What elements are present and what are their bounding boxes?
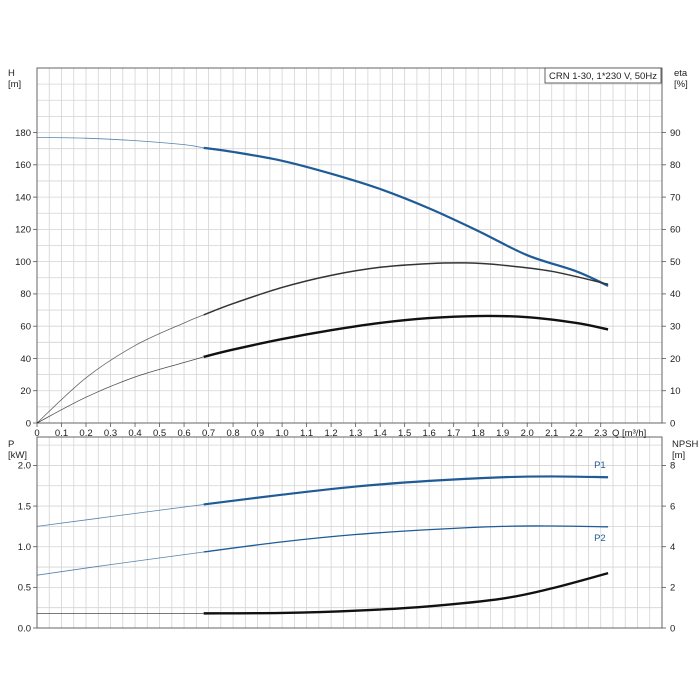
x-axis-tick-label: 0.9 (251, 428, 264, 439)
x-axis-tick-label: 2.0 (521, 428, 534, 439)
series-0-extrapolated-line (36, 504, 204, 527)
x-axis-tick-label: 1.7 (447, 428, 460, 439)
left-axis-title: H (8, 68, 15, 79)
x-axis-tick-label: 1.8 (472, 428, 485, 439)
right-axis-tick-label: 80 (670, 160, 681, 171)
series-2-extrapolated-line (36, 356, 204, 424)
right-axis-tick-label: 50 (670, 257, 681, 268)
right-axis-tick-label: 70 (670, 192, 681, 203)
series-2-line (203, 314, 609, 359)
series-label-p1: P1 (594, 460, 606, 471)
left-axis-tick-label: 1.0 (18, 542, 31, 553)
right-axis-tick-label: 60 (670, 225, 681, 236)
left-axis-tick-label: 0.0 (18, 623, 31, 634)
x-axis-tick-label: 2.1 (545, 428, 558, 439)
series-0-line (203, 146, 609, 287)
left-axis-tick-label: 0 (26, 418, 31, 429)
x-axis-tick-label: 0.4 (128, 428, 141, 439)
x-axis-title: Q [m³/h] (612, 428, 646, 439)
series-0-line (203, 475, 609, 506)
series-0-extrapolated-line (36, 136, 204, 149)
x-axis-tick-label: 0.7 (202, 428, 215, 439)
x-axis-tick-label: 1.4 (374, 428, 387, 439)
left-axis-tick-label: 140 (15, 192, 31, 203)
series-1-extrapolated-line (36, 314, 204, 424)
x-axis-tick-label: 1.2 (325, 428, 338, 439)
right-axis-tick-label: 8 (670, 461, 675, 472)
legend-box-text: CRN 1-30, 1*230 V, 50Hz (549, 71, 657, 82)
right-axis-tick-label: 2 (670, 583, 675, 594)
left-axis-tick-label: 120 (15, 225, 31, 236)
series-label-p2: P2 (594, 533, 606, 544)
right-axis-tick-label: 0 (670, 418, 675, 429)
x-axis-tick-label: 0.3 (104, 428, 117, 439)
x-axis-tick-label: 2.2 (570, 428, 583, 439)
head-efficiency-panel: 0 20 40 60 80 100 120 140 160 180 0 10 20 30 40 50 60 70 8… (8, 67, 688, 439)
right-axis-tick-label: 30 (670, 321, 681, 332)
right-axis-tick-label: 10 (670, 386, 681, 397)
x-axis-tick-label: 0.1 (55, 428, 68, 439)
right-axis-tick-label: 20 (670, 354, 681, 365)
right-axis-tick-label: 6 (670, 501, 675, 512)
x-axis-tick-label: 0.2 (79, 428, 92, 439)
left-axis-title: [m] (8, 79, 21, 90)
x-axis-tick-label: 1.0 (275, 428, 288, 439)
right-axis-title: NPSH (672, 439, 699, 450)
left-axis-tick-label: 20 (20, 386, 31, 397)
x-axis-tick-label: 1.5 (398, 428, 411, 439)
series-1-line (203, 525, 609, 553)
left-axis-tick-label: 40 (20, 354, 31, 365)
right-axis-tick-label: 90 (670, 128, 681, 139)
right-axis-title: eta (674, 68, 688, 79)
right-axis-tick-label: 4 (670, 542, 675, 553)
plot-frame (36, 436, 663, 629)
left-axis-title: P (8, 439, 14, 450)
left-axis-tick-label: 100 (15, 257, 31, 268)
x-axis-tick-label: 1.3 (349, 428, 362, 439)
series-1-line (203, 262, 609, 316)
right-axis-title: [%] (674, 79, 688, 90)
x-axis-tick-label: 0.5 (153, 428, 166, 439)
plot-frame (36, 67, 663, 424)
x-axis-tick-label: 0.6 (177, 428, 190, 439)
left-axis-tick-label: 180 (15, 128, 31, 139)
right-axis-tick-label: 40 (670, 289, 681, 300)
right-axis-title: [m] (672, 450, 685, 461)
x-axis-tick-label: 0 (34, 428, 39, 439)
left-axis-tick-label: 160 (15, 160, 31, 171)
left-axis-tick-label: 2.0 (18, 461, 31, 472)
x-axis-tick-label: 1.9 (496, 428, 509, 439)
left-axis-tick-label: 80 (20, 289, 31, 300)
left-axis-tick-label: 60 (20, 321, 31, 332)
series-2-line (203, 571, 609, 615)
power-npsh-panel: 0.0 0.5 1.0 1.5 2.0 0 2 4 6 8 P[kW] NPSH[m] P1 P2 (8, 436, 699, 634)
x-axis-tick-label: 2.3 (594, 428, 607, 439)
right-axis-tick-label: 0 (670, 623, 675, 634)
left-axis-tick-label: 1.5 (18, 501, 31, 512)
x-axis-tick-label: 1.1 (300, 428, 313, 439)
series-1-extrapolated-line (36, 551, 204, 576)
x-axis-tick-label: 0.8 (226, 428, 239, 439)
legend-box (544, 67, 662, 84)
left-axis-tick-label: 0.5 (18, 583, 31, 594)
x-axis-tick-label: 1.6 (423, 428, 436, 439)
left-axis-title: [kW] (8, 450, 27, 461)
